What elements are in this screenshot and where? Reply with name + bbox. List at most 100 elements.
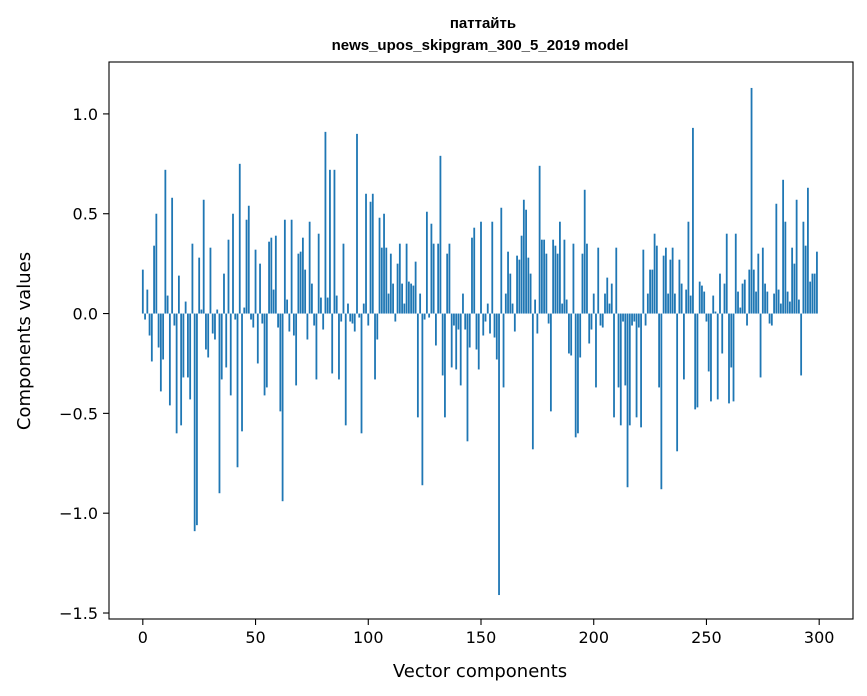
bar (545, 253, 548, 314)
bar (265, 313, 268, 388)
bar (795, 199, 798, 314)
bar (338, 313, 340, 380)
bar (164, 169, 167, 314)
bar (701, 285, 703, 314)
bar (299, 251, 302, 314)
bar (673, 293, 676, 314)
x-axis-label: Vector components (393, 661, 567, 682)
bar (383, 213, 385, 314)
bar (270, 237, 273, 314)
bar (617, 313, 620, 388)
bar (495, 313, 498, 360)
bar (259, 263, 261, 314)
bar (662, 255, 665, 314)
bar (171, 197, 174, 314)
bar (455, 313, 458, 370)
bar (317, 233, 320, 314)
bar (369, 201, 372, 314)
bar (351, 313, 354, 324)
bar (640, 313, 642, 428)
bar (770, 313, 773, 326)
bar (353, 313, 356, 332)
bar (225, 313, 228, 368)
bar (220, 313, 223, 380)
bar (335, 295, 338, 314)
bar (435, 313, 437, 346)
bar (306, 313, 309, 340)
bar (601, 313, 604, 328)
bar (782, 179, 785, 314)
bar (162, 313, 165, 360)
bar (184, 301, 187, 314)
bar (595, 313, 597, 388)
bar (732, 313, 735, 402)
bar (513, 313, 516, 332)
bar (746, 313, 748, 326)
bar (793, 263, 796, 314)
bar (597, 247, 600, 314)
bar (777, 289, 780, 314)
bar (146, 289, 149, 314)
bar (768, 313, 771, 324)
bar (444, 313, 446, 418)
bar (779, 303, 782, 314)
chart-subtitle: news_upos_skipgram_300_5_2019 model (332, 37, 629, 54)
bar (437, 243, 440, 314)
bar (387, 293, 390, 314)
bar (570, 313, 573, 356)
bar (599, 313, 602, 326)
bar (250, 313, 252, 320)
bar (301, 237, 304, 314)
bar (651, 269, 654, 314)
bar (410, 283, 413, 314)
bar (676, 313, 679, 452)
bar (392, 283, 394, 314)
x-tick-label: 100 (353, 628, 384, 647)
bar (664, 247, 667, 314)
bar (466, 313, 469, 442)
bar (229, 313, 232, 396)
bar (809, 281, 812, 314)
bar (635, 313, 638, 418)
bar (752, 269, 755, 314)
bar (288, 313, 291, 332)
y-tick-label: 0.5 (73, 205, 98, 224)
bar (552, 239, 555, 314)
bar (683, 313, 685, 380)
bar (773, 293, 775, 314)
bar (554, 245, 557, 314)
bar (534, 299, 537, 314)
bar (324, 131, 327, 314)
bar (728, 313, 730, 404)
bar (655, 245, 658, 314)
bar (484, 313, 487, 322)
bar (613, 313, 615, 418)
bar (482, 313, 485, 336)
bar (216, 309, 219, 314)
bar (741, 283, 744, 314)
bar (696, 313, 699, 408)
bar (148, 313, 151, 336)
bar (518, 259, 521, 314)
bar (698, 281, 701, 314)
bar (342, 243, 345, 314)
bar (326, 297, 329, 314)
bar (263, 313, 266, 396)
bar (209, 247, 212, 314)
bar (238, 163, 241, 314)
bar (540, 239, 543, 314)
bar (414, 261, 417, 314)
bar (543, 239, 546, 314)
bar (775, 203, 778, 314)
bar (491, 221, 494, 314)
bar (464, 313, 467, 330)
bar (144, 313, 146, 320)
bar (347, 303, 349, 314)
bar (468, 313, 471, 348)
bar (159, 313, 162, 392)
bar (200, 309, 203, 314)
bar (189, 313, 192, 400)
bar (254, 249, 257, 314)
bar (202, 199, 205, 314)
bar (649, 269, 651, 314)
